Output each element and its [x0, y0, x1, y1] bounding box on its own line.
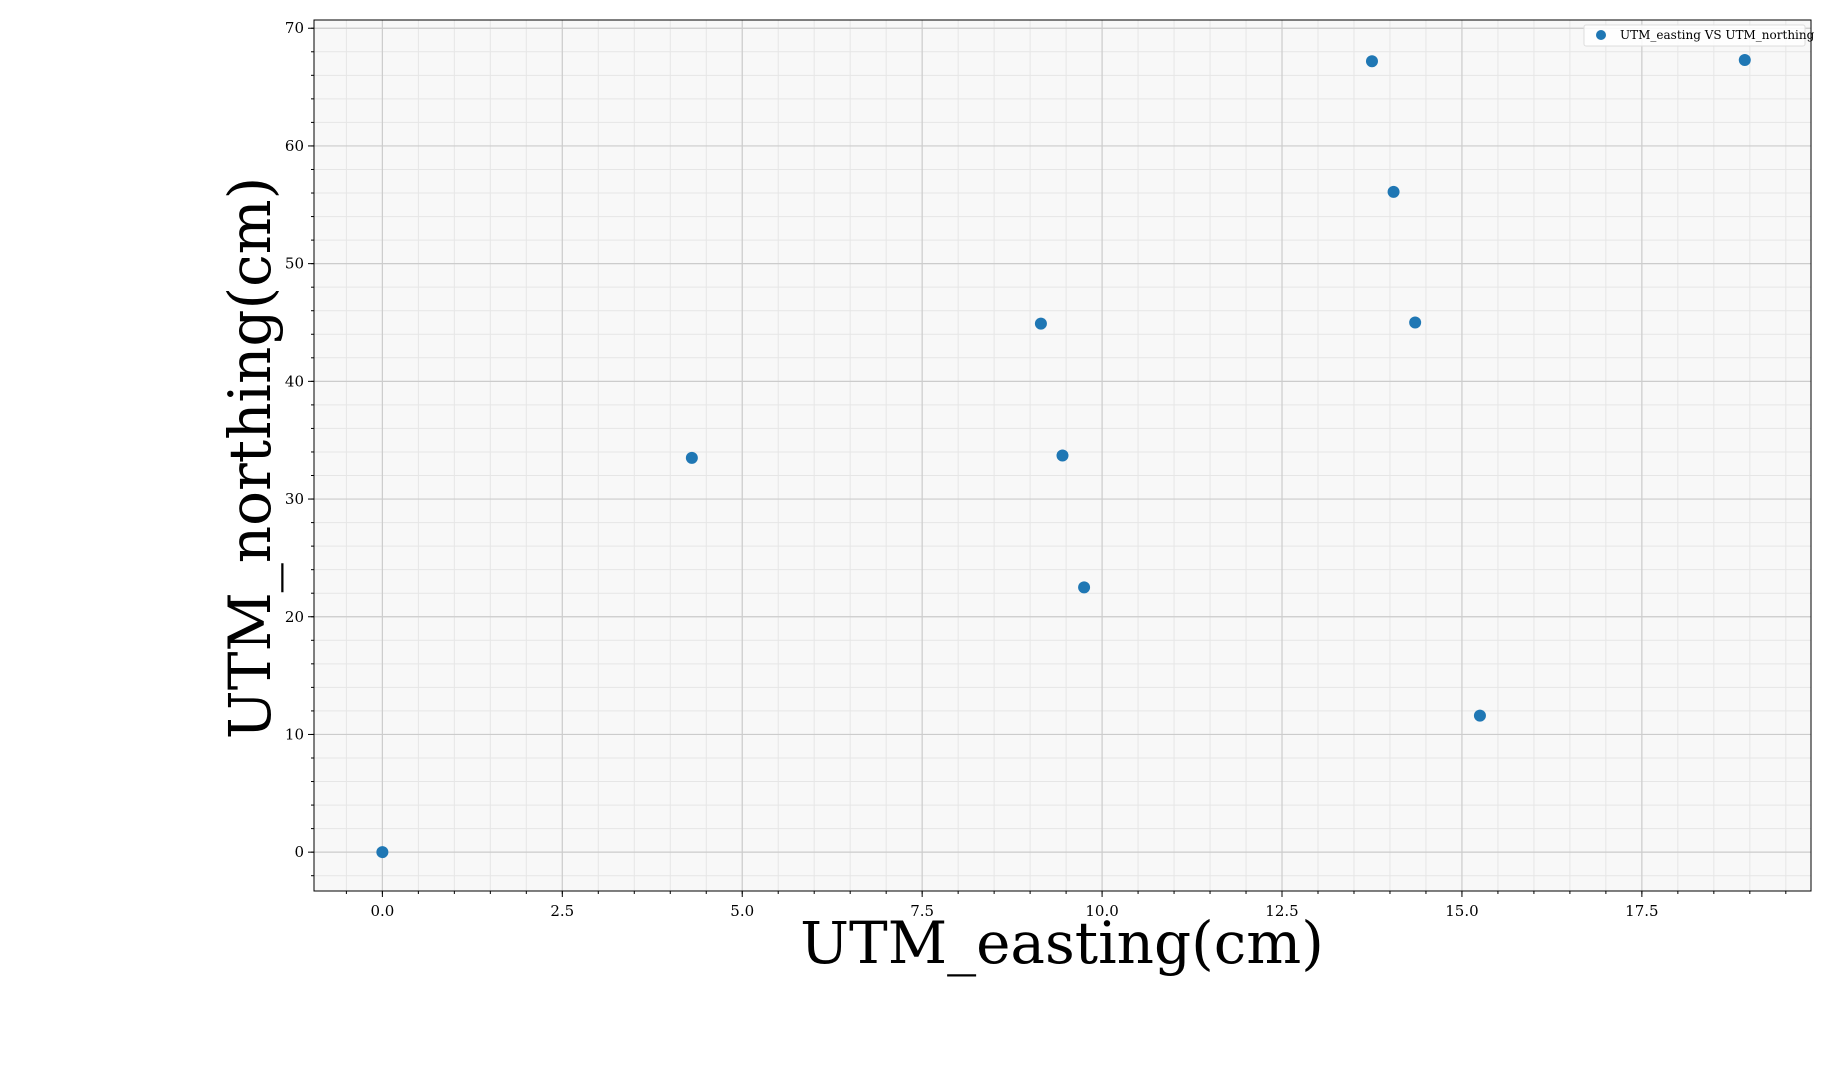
y-tick-label: 20	[285, 608, 304, 626]
data-point	[1078, 581, 1091, 594]
data-point	[1387, 185, 1400, 198]
y-tick-label: 40	[285, 372, 304, 390]
x-tick-label: 10.0	[1085, 902, 1118, 920]
legend-box	[1583, 24, 1806, 47]
data-point	[1738, 54, 1751, 67]
x-axis-title: UTM_easting(cm)	[800, 909, 1324, 977]
x-tick-label: 0.0	[370, 902, 394, 920]
data-point	[1056, 449, 1069, 462]
data-point	[376, 846, 389, 859]
y-axis-ticks: 0 10 20 30 40 50 60 70	[285, 19, 314, 877]
data-point	[1034, 317, 1047, 330]
x-tick-label: 5.0	[730, 902, 754, 920]
legend: UTM_easting VS UTM_northing	[1583, 24, 1815, 47]
y-axis-title: UTM_northing(cm)	[216, 177, 284, 739]
legend-marker	[1596, 30, 1606, 40]
data-point	[1409, 316, 1422, 329]
x-tick-label: 7.5	[910, 902, 934, 920]
major-grid	[314, 20, 1811, 891]
x-axis-ticks: 0.0 2.5 5.0 7.5 10.0 12.5 15.0 17.5	[345, 891, 1787, 920]
x-tick-label: 15.0	[1445, 902, 1478, 920]
data-point	[1473, 709, 1486, 722]
legend-label: UTM_easting VS UTM_northing	[1620, 28, 1815, 42]
y-tick-label: 60	[285, 137, 304, 155]
y-tick-label: 50	[285, 255, 304, 273]
y-tick-label: 70	[285, 19, 304, 37]
y-tick-label: 10	[285, 725, 304, 743]
data-points	[376, 54, 1751, 859]
y-tick-label: 0	[294, 843, 304, 861]
x-tick-label: 12.5	[1265, 902, 1298, 920]
y-tick-label: 30	[285, 490, 304, 508]
data-point	[685, 451, 698, 464]
plot-frame	[313, 19, 1812, 892]
x-tick-label: 17.5	[1625, 902, 1658, 920]
x-tick-label: 2.5	[550, 902, 574, 920]
data-point	[1365, 55, 1378, 68]
